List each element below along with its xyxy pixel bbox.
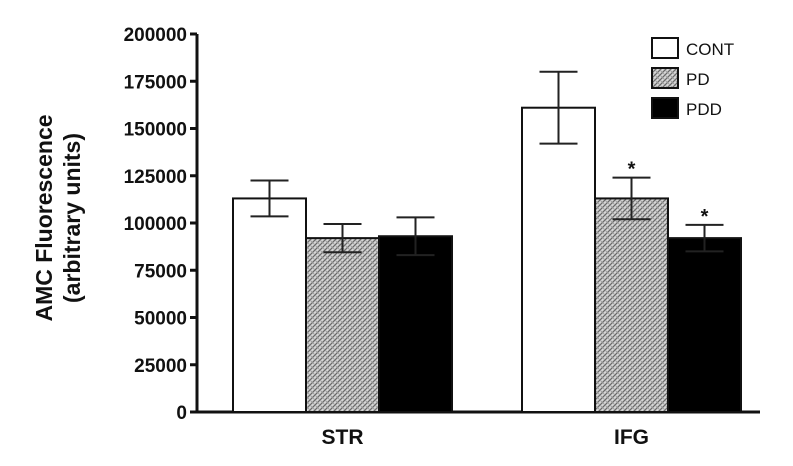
bar-ifg-pd — [594, 197, 669, 413]
y-axis-title: AMC Fluorescence (arbitrary units) — [31, 114, 85, 321]
y-tick-label: 0 — [176, 403, 187, 424]
y-tick-label: 200000 — [124, 25, 187, 46]
legend-label: PDD — [686, 100, 722, 119]
bar-ifg-pdd — [667, 237, 742, 413]
significance-marker: * — [628, 159, 636, 181]
bar-str-pdd — [378, 235, 453, 413]
bar-ifg-cont — [521, 106, 596, 414]
y-tick-label: 25000 — [134, 356, 187, 377]
legend-label: PD — [686, 70, 710, 89]
legend: CONT PD PDD — [651, 37, 734, 119]
legend-swatch — [651, 97, 679, 119]
legend-swatch — [651, 67, 679, 89]
legend-label: CONT — [686, 40, 734, 59]
bar-str-cont — [232, 197, 307, 413]
y-tick-label: 175000 — [124, 72, 187, 93]
significance-marker: * — [701, 206, 709, 228]
y-tick-label: 100000 — [124, 214, 187, 235]
legend-swatch — [651, 37, 679, 59]
y-axis-title-line1: AMC Fluorescence — [31, 114, 57, 321]
bar-str-pd — [305, 237, 380, 413]
x-tick-labels: STR IFG — [322, 426, 650, 449]
x-tick-label: STR — [322, 426, 364, 449]
y-ticks: 0 25000 50000 75000 100000 125000 150000 175000… — [124, 25, 197, 424]
y-axis-title-line2: (arbitrary units) — [59, 133, 85, 303]
y-tick-label: 125000 — [124, 167, 187, 188]
bars: ** — [232, 70, 742, 414]
y-tick-label: 50000 — [134, 309, 187, 330]
y-tick-label: 75000 — [134, 261, 187, 282]
x-tick-label: IFG — [614, 426, 649, 449]
y-tick-label: 150000 — [124, 120, 187, 141]
